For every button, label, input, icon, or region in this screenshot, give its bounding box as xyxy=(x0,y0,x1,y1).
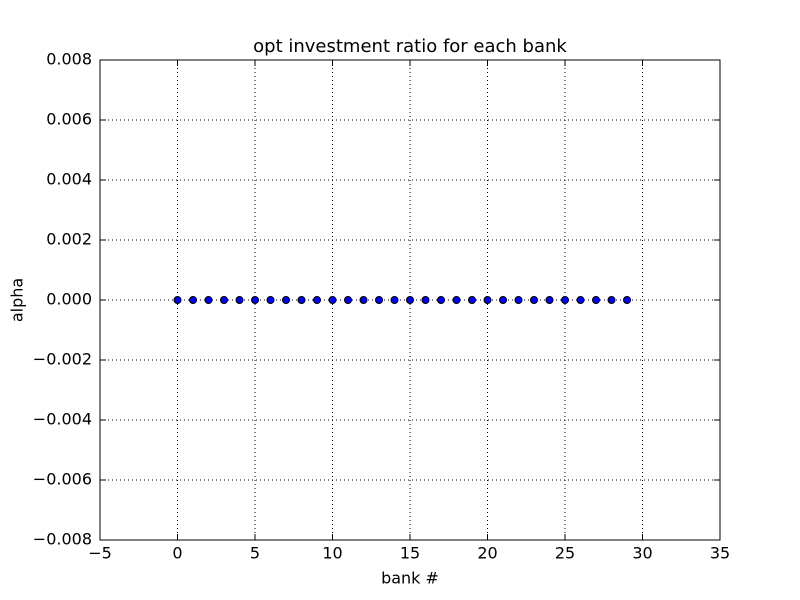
point xyxy=(499,296,507,304)
x-tick-label: 30 xyxy=(632,544,652,563)
point xyxy=(561,296,569,304)
point xyxy=(328,296,337,304)
point xyxy=(592,296,600,304)
point xyxy=(623,296,631,304)
x-tick-label: 15 xyxy=(400,544,420,563)
point xyxy=(313,296,321,304)
point xyxy=(483,296,492,304)
y-tick-label: −0.004 xyxy=(33,410,92,429)
x-tick-label: 5 xyxy=(250,544,260,563)
y-tick-label: 0.006 xyxy=(46,110,92,129)
point xyxy=(235,296,244,304)
point xyxy=(189,296,197,304)
y-tick-label: 0.008 xyxy=(46,50,92,69)
point xyxy=(251,296,259,304)
y-tick-label: −0.008 xyxy=(33,530,92,549)
x-tick-label: 10 xyxy=(322,544,342,563)
x-tick-label: 20 xyxy=(477,544,497,563)
chart-title: opt investment ratio for each bank xyxy=(253,36,567,57)
y-tick-label: 0.004 xyxy=(46,170,92,189)
point xyxy=(173,296,182,304)
y-axis-label: alpha xyxy=(8,278,27,322)
point xyxy=(530,296,538,304)
point xyxy=(576,296,585,304)
x-tick-label: 25 xyxy=(555,544,575,563)
point xyxy=(266,296,275,304)
plot-frame xyxy=(99,59,721,541)
point xyxy=(514,296,523,304)
point xyxy=(220,296,228,304)
point xyxy=(468,296,476,304)
point xyxy=(282,296,290,304)
point xyxy=(607,296,616,304)
x-tick-label: −5 xyxy=(88,544,112,563)
x-tick-label: 0 xyxy=(172,544,182,563)
x-axis-label: bank # xyxy=(381,569,439,588)
point xyxy=(421,296,430,304)
y-tick-label: −0.002 xyxy=(33,350,92,369)
x-tick-label: 35 xyxy=(710,544,730,563)
point xyxy=(297,296,306,304)
point xyxy=(344,296,352,304)
point xyxy=(359,296,368,304)
point xyxy=(375,296,383,304)
y-tick-label: 0.000 xyxy=(46,290,92,309)
point xyxy=(452,296,461,304)
point xyxy=(406,296,414,304)
point xyxy=(437,296,445,304)
point xyxy=(204,296,213,304)
point xyxy=(545,296,554,304)
y-tick-label: 0.002 xyxy=(46,230,92,249)
y-tick-label: −0.006 xyxy=(33,470,92,489)
point xyxy=(390,296,399,304)
